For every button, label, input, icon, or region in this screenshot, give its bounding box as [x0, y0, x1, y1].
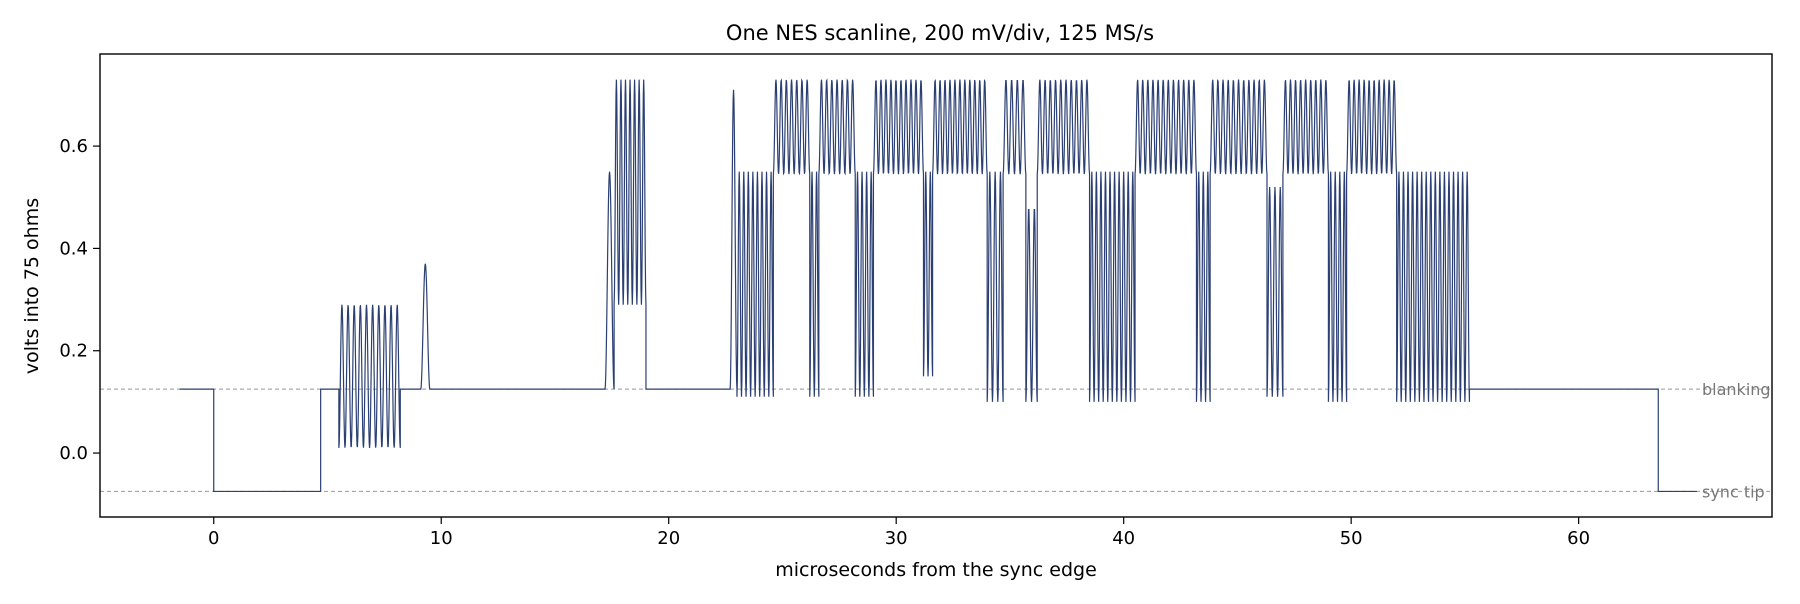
x-tick-label: 40: [1112, 528, 1135, 549]
plot-frame: [99, 53, 1773, 518]
reference-label-sync-tip: sync tip: [1702, 482, 1765, 501]
x-tick-label: 60: [1567, 528, 1590, 549]
y-tick-label: 0.6: [59, 136, 88, 157]
x-tick-label: 10: [430, 528, 453, 549]
x-tick-label: 20: [657, 528, 680, 549]
chart-title: One NES scanline, 200 mV/div, 125 MS/s: [726, 21, 1154, 45]
y-tick-label: 0.2: [59, 341, 88, 362]
y-tick-label: 0.4: [59, 238, 88, 259]
x-axis-label: microseconds from the sync edge: [775, 559, 1097, 581]
x-tick-label: 50: [1340, 528, 1363, 549]
y-axis-label: volts into 75 ohms: [21, 198, 43, 374]
x-tick-label: 0: [208, 528, 219, 549]
x-tick-label: 30: [885, 528, 908, 549]
y-tick-label: 0.0: [59, 443, 88, 464]
reference-label-blanking: blanking: [1702, 380, 1771, 399]
signal-trace: [179, 78, 1697, 493]
